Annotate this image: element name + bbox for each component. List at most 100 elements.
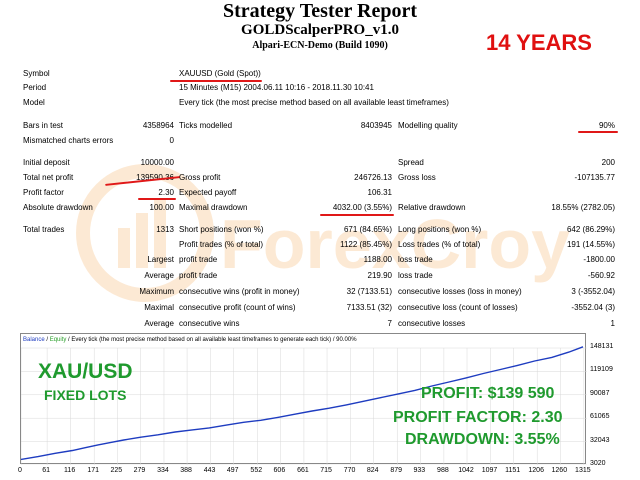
profit-summary: PROFIT: $139 590 [421,385,554,403]
mismatch-value: 0 [169,136,174,145]
bars-row: Bars in test 4358964 Ticks modelled 8403… [0,119,640,133]
maximal-consecutive-loss-value: -3552.04 (3) [571,303,615,312]
largest-loss-value: -1800.00 [583,255,615,264]
gross-loss-label: Gross loss [398,173,436,182]
maximal-row: Maximal consecutive profit (count of win… [0,301,640,315]
x-tick-label: 497 [226,467,239,474]
spread-value: 200 [601,158,615,167]
drawdown-summary-label: DRAWDOWN: [405,431,510,448]
x-tick-label: 988 [437,467,449,474]
legend-balance: Balance [23,337,45,343]
years-badge: 14 YEARS [486,30,592,55]
gross-profit-label: Gross profit [179,173,221,182]
average-profit-label: profit trade [179,271,218,280]
average-consecutive-wins-label: consecutive wins [179,319,240,328]
profit-trades-row: Profit trades (% of total) 1122 (85.45%)… [0,238,640,252]
average-loss-value: -560.92 [587,271,615,280]
deposit-value: 10000.00 [140,158,174,167]
deposit-row: Initial deposit 10000.00 Spread 200 [0,156,640,170]
spread-label: Spread [398,158,424,167]
x-tick-label: 334 [157,467,169,474]
mismatch-label: Mismatched charts errors [23,136,114,145]
long-positions-label: Long positions (won %) [398,225,482,234]
relative-drawdown-value: 18.55% (2782.05) [551,203,615,212]
average-consecutive-wins-value: 7 [387,319,392,328]
bars-label: Bars in test [23,121,64,130]
x-tick-label: 279 [133,467,146,474]
average-label: Average [144,271,174,280]
drawdown-summary-value: 3.55% [514,431,560,448]
maximal-consecutive-loss-label: consecutive loss (count of losses) [398,303,518,312]
period-label: Period [23,83,47,92]
profit-factor-underline [138,198,176,200]
x-tick-label: 1315 [575,467,591,474]
expected-payoff-label: Expected payoff [179,188,237,197]
profit-factor-row: Profit factor 2.30 Expected payoff 106.3… [0,186,640,200]
net-profit-label: Total net profit [23,173,74,182]
drawdown-row: Absolute drawdown 100.00 Maximal drawdow… [0,201,640,215]
x-tick-label: 1097 [481,467,498,474]
maximal-drawdown-label: Maximal drawdown [179,203,248,212]
max-consecutive-wins-label: consecutive wins (profit in money) [179,287,300,296]
legend-equity: Equity [49,337,67,343]
x-tick-label: 0 [18,467,22,474]
largest-label: Largest [147,255,174,264]
gross-profit-value: 246726.13 [354,173,392,182]
x-tick-label: 61 [42,467,50,474]
total-trades-label: Total trades [23,225,65,234]
balance-line [21,346,584,461]
short-positions-value: 671 (84.65%) [343,225,392,234]
x-tick-label: 606 [273,467,286,474]
x-tick-label: 1260 [551,467,568,474]
net-profit-value: 139590.36 [136,173,174,182]
average-consecutive-row: Average consecutive wins 7 consecutive l… [0,317,640,331]
maximum-label: Maximum [139,287,174,296]
y-tick-label: 32043 [590,436,610,444]
net-profit-row: Total net profit 139590.36 Gross profit … [0,171,640,185]
max-drawdown-underline [320,214,394,216]
balance-chart [20,333,587,465]
legend-separator: / [44,337,50,343]
profit-factor-summary-value: 2.30 [531,409,563,426]
maximum-row: Maximum consecutive wins (profit in mone… [0,285,640,299]
x-tick-label: 1151 [505,467,521,474]
profit-factor-summary: PROFIT FACTOR: 2.30 [393,409,563,427]
average-consecutive-losses-label: consecutive losses [398,319,466,328]
max-consecutive-losses-value: 3 (-3552.04) [571,287,615,296]
server-build: Alpari-ECN-Demo (Build 1090) [252,40,388,51]
y-tick-label: 90087 [590,389,610,397]
bars-value: 4358964 [142,121,174,130]
x-tick-label: 661 [297,467,309,474]
maximal-drawdown-value: 4032.00 (3.55%) [332,203,392,212]
x-tick-label: 770 [343,467,356,474]
y-tick-label: 148131 [590,343,614,350]
average-loss-label: loss trade [398,271,433,280]
model-value: Every tick (the most precise method base… [179,98,449,107]
short-positions-label: Short positions (won %) [179,225,264,234]
x-tick-label: 1042 [458,467,474,474]
x-tick-label: 879 [390,467,403,474]
x-tick-label: 1206 [528,467,544,474]
maximal-label: Maximal [144,303,174,312]
maximal-consecutive-profit-label: consecutive profit (count of wins) [179,303,296,312]
model-row: Model Every tick (the most precise metho… [0,96,640,110]
maximal-consecutive-profit-value: 7133.51 (32) [346,303,392,312]
x-tick-label: 116 [64,467,76,474]
expected-payoff-value: 106.31 [367,188,392,197]
largest-profit-value: 1188.00 [363,255,392,264]
model-label: Model [23,98,45,107]
x-tick-label: 552 [250,467,263,474]
profit-trades-label: Profit trades (% of total) [179,240,264,249]
legend-description: / Every tick (the most precise method ba… [66,337,357,343]
profit-trades-value: 1122 (85.45%) [340,240,392,249]
gross-loss-value: -107135.77 [574,173,615,182]
report-title: Strategy Tester Report [222,0,418,22]
loss-trades-label: Loss trades (% of total) [398,240,481,249]
quality-label: Modelling quality [398,121,458,130]
profit-summary-value: $139 590 [487,385,555,402]
ticks-label: Ticks modelled [179,121,233,130]
x-tick-label: 388 [180,467,192,474]
quality-value: 90% [598,121,615,130]
max-consecutive-losses-label: consecutive losses (loss in money) [398,287,522,296]
average-profit-value: 219.90 [367,271,392,280]
